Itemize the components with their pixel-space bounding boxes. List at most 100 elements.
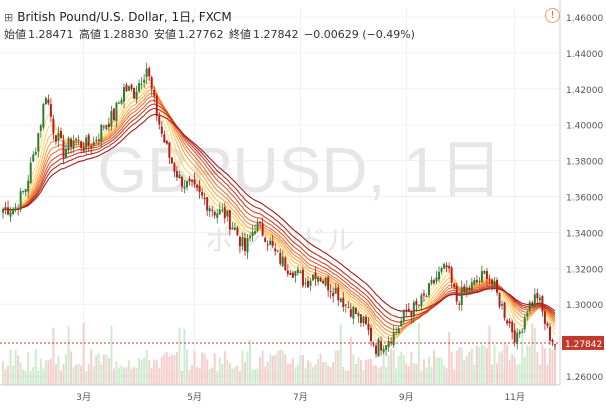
candle-body [140, 83, 143, 86]
candle-body [289, 273, 292, 276]
ma-ribbon-line [2, 77, 556, 346]
candle-body [52, 119, 55, 134]
candle-body [523, 317, 526, 330]
volume-bar [337, 350, 340, 385]
candle-body [125, 84, 128, 92]
volume-bar [543, 348, 546, 385]
volume-bar [158, 368, 161, 385]
volume-bar [427, 356, 430, 385]
candle-body [54, 135, 57, 142]
volume-bar [241, 350, 244, 385]
price-tick-label: 1.36000 [566, 194, 603, 204]
candle-body [133, 87, 136, 99]
volume-bar [236, 365, 239, 385]
candle-body [362, 317, 365, 324]
grid-icon[interactable]: ⊞ [4, 11, 14, 24]
volume-bar [370, 359, 372, 385]
candle-body [165, 140, 168, 144]
candle-body [170, 157, 173, 164]
volume-bar [191, 364, 194, 385]
candle-body [402, 309, 405, 321]
volume-bar [140, 359, 143, 385]
volume-bar [324, 361, 327, 385]
volume-bar [506, 345, 509, 385]
candle-body [448, 266, 451, 269]
volume-bar [339, 324, 342, 385]
candle-body [243, 238, 246, 252]
ma-ribbon-line [2, 81, 556, 343]
candle-body [188, 178, 191, 182]
candle-body [143, 79, 146, 83]
volume-bar [128, 360, 131, 385]
volume-bar [312, 366, 315, 385]
volume-bar [122, 367, 125, 385]
volume-bar [317, 359, 320, 385]
volume-bar [92, 366, 95, 385]
price-tick-label: 1.30000 [566, 301, 603, 311]
volume-bar [533, 327, 536, 385]
volume-bar [100, 364, 103, 385]
candle-body [264, 237, 267, 242]
candle-body [117, 102, 120, 104]
candle-body [211, 209, 214, 211]
candle-body [468, 287, 471, 290]
volume-bar [475, 345, 478, 385]
candle-body [44, 97, 47, 105]
candle-body [417, 304, 420, 306]
volume-bar [518, 363, 521, 385]
candle-body [372, 343, 375, 345]
candle-body [42, 103, 45, 128]
candle-body [269, 240, 272, 245]
volume-bar [460, 347, 463, 385]
candle-body [39, 125, 42, 131]
candle-body [344, 304, 347, 306]
candle-body [475, 280, 478, 283]
volume-bar [357, 357, 360, 385]
volume-bar [22, 368, 25, 385]
candle-body [506, 320, 509, 324]
volume-bar [329, 367, 332, 385]
volume-bar [443, 365, 446, 385]
candle-body [508, 320, 511, 324]
volume-bar [269, 354, 272, 385]
candle-body [158, 115, 161, 125]
candle-body [251, 232, 254, 237]
candle-body [236, 227, 239, 236]
candle-body [87, 135, 90, 146]
volume-bar [362, 369, 365, 385]
watermark-main: GBPUSD, 1日 [97, 134, 502, 206]
volume-bar [233, 367, 236, 385]
volume-bar [150, 367, 153, 385]
candle-body [173, 163, 176, 172]
volume-bar [367, 359, 370, 385]
candle-body [19, 191, 22, 210]
candle-body [548, 326, 551, 341]
candle-body [65, 149, 68, 158]
candle-body [120, 99, 123, 104]
volume-bar [44, 360, 47, 385]
close-label: 終値 [229, 28, 251, 41]
candle-body [473, 279, 476, 285]
candle-body [180, 176, 183, 187]
volume-bar [468, 351, 471, 385]
volume-bar [135, 367, 138, 385]
candle-body [463, 286, 466, 292]
volume-bar [102, 354, 105, 385]
alert-icon[interactable]: ! [545, 8, 560, 23]
volume-bar [397, 356, 400, 385]
candle-body [107, 123, 110, 127]
volume-bar [249, 339, 252, 385]
price-tick-label: 1.38000 [566, 158, 603, 168]
volume-bar [485, 348, 488, 385]
candle-body [513, 330, 516, 343]
candle-body [22, 191, 25, 193]
volume-bar [301, 354, 304, 385]
candle-body [327, 277, 330, 291]
volume-bar [155, 360, 158, 385]
candle-body [533, 294, 536, 307]
candle-body [256, 222, 259, 231]
candle-body [221, 209, 224, 211]
candle-body [498, 293, 501, 307]
